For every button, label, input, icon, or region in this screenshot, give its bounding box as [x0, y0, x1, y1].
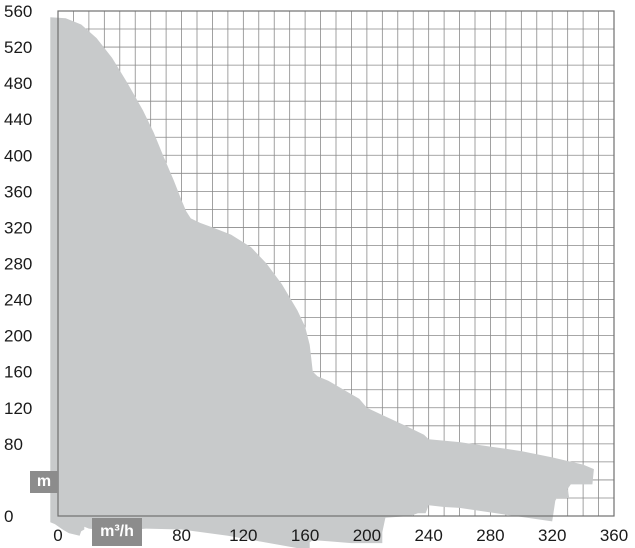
y-tick-label: 320 — [4, 218, 32, 237]
plot-frame — [57, 10, 615, 517]
y-tick-label: 160 — [4, 363, 32, 382]
y-tick-label: 520 — [4, 38, 32, 57]
y-tick-label: 560 — [4, 2, 32, 21]
x-tick-label: 360 — [600, 526, 628, 545]
x-tick-label: 200 — [353, 526, 381, 545]
x-tick-label: 0 — [53, 526, 62, 545]
x-tick-label: 160 — [291, 526, 319, 545]
y-axis-unit-label: m — [30, 471, 58, 493]
y-tick-label: 80 — [4, 435, 23, 454]
y-tick-label: 360 — [4, 182, 32, 201]
y-tick-label: 480 — [4, 74, 32, 93]
x-tick-label: 80 — [172, 526, 191, 545]
operating-range-area — [50, 17, 594, 548]
x-tick-label: 320 — [538, 526, 566, 545]
x-axis-ticks: 0 80 120 160 200 240 280 320 360 — [53, 526, 628, 545]
y-tick-label: 120 — [4, 399, 32, 418]
y-tick-label: 440 — [4, 110, 32, 129]
x-axis-unit-label: m³/h — [92, 518, 142, 546]
x-tick-label: 240 — [414, 526, 442, 545]
x-tick-label: 280 — [476, 526, 504, 545]
y-axis-ticks: 0 80 120 160 200 240 280 320 360 400 440 480 520 560 — [4, 2, 32, 526]
y-tick-label: 0 — [4, 507, 13, 526]
y-tick-label: 280 — [4, 255, 32, 274]
y-tick-label: 200 — [4, 327, 32, 346]
x-tick-label: 120 — [229, 526, 257, 545]
y-tick-label: 400 — [4, 146, 32, 165]
y-tick-label: 240 — [4, 291, 32, 310]
